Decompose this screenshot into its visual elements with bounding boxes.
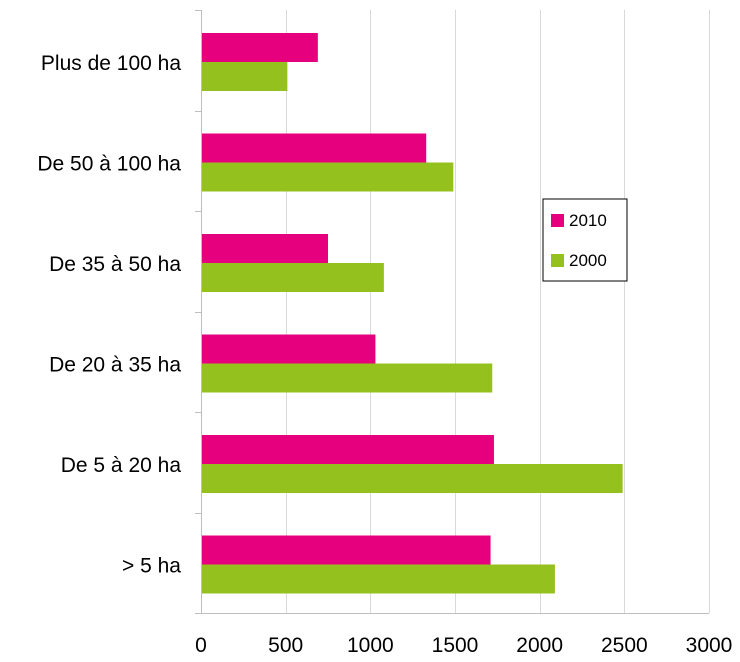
x-tick-label: 2500 bbox=[601, 634, 648, 657]
y-category-label: De 5 à 20 ha bbox=[61, 454, 182, 477]
bar-2000 bbox=[202, 62, 288, 91]
x-tick-label: 0 bbox=[195, 634, 207, 657]
legend: 2010 2000 bbox=[542, 198, 628, 282]
axes bbox=[195, 10, 709, 614]
legend-box bbox=[542, 198, 628, 282]
y-category-label: De 20 à 35 ha bbox=[49, 354, 181, 377]
x-tick-label: 500 bbox=[268, 634, 303, 657]
legend-swatch-2010 bbox=[551, 214, 564, 227]
legend-swatch-2000 bbox=[551, 254, 564, 267]
x-tick-label: 2000 bbox=[516, 634, 563, 657]
legend-label-2000: 2000 bbox=[569, 251, 607, 270]
y-category-label: De 35 à 50 ha bbox=[49, 253, 181, 276]
x-tick-label: 1000 bbox=[347, 634, 394, 657]
x-tick-label: 3000 bbox=[686, 634, 733, 657]
gridlines bbox=[286, 10, 710, 613]
bar-2000 bbox=[202, 363, 493, 393]
bar-2000 bbox=[202, 564, 555, 594]
bar-2000 bbox=[202, 162, 454, 192]
labels: 0 500 1000 1500 2000 2500 3000 Plus de 100 ha De… bbox=[37, 52, 732, 657]
bar-2010 bbox=[202, 33, 318, 62]
x-tick-label: 1500 bbox=[432, 634, 479, 657]
y-category-label: > 5 ha bbox=[122, 555, 181, 578]
bar-2010 bbox=[202, 234, 328, 263]
y-category-label: De 50 à 100 ha bbox=[37, 153, 181, 176]
bar-2010 bbox=[202, 133, 427, 163]
bar-2010 bbox=[202, 435, 494, 464]
bars bbox=[202, 33, 623, 594]
bar-2000 bbox=[202, 464, 623, 493]
y-category-label: Plus de 100 ha bbox=[41, 52, 181, 75]
bar-2010 bbox=[202, 334, 376, 364]
legend-label-2010: 2010 bbox=[569, 211, 607, 230]
bar-2010 bbox=[202, 535, 491, 565]
bar-2000 bbox=[202, 263, 384, 292]
